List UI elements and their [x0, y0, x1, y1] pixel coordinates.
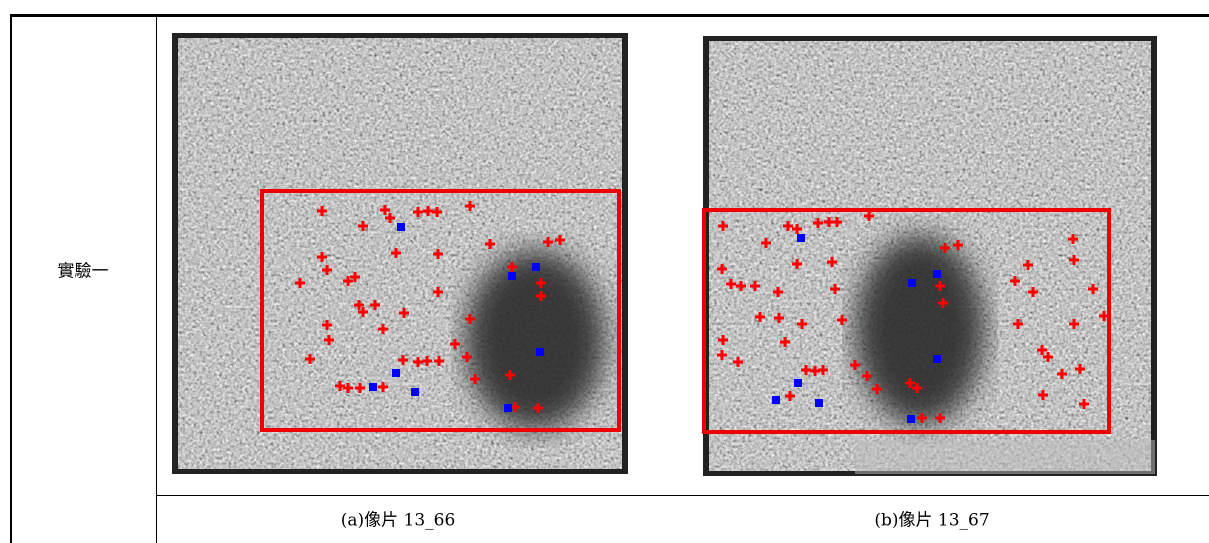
- blue-marker: [504, 404, 512, 412]
- blue-marker: [908, 279, 916, 287]
- blue-marker: [772, 396, 780, 404]
- row-header: 實驗一: [58, 262, 109, 282]
- blue-marker: [392, 369, 400, 377]
- caption: (a)像片 13_66: [341, 511, 456, 531]
- blue-marker: [536, 348, 544, 356]
- table-left-border: [10, 14, 12, 543]
- blue-marker: [369, 383, 377, 391]
- column-divider: [156, 14, 157, 543]
- blue-marker: [797, 234, 805, 242]
- aerial-image: [703, 36, 1157, 476]
- blue-marker: [411, 388, 419, 396]
- page: 實驗一 (a)像片 13_66 (b)像片 13_67: [0, 0, 1209, 543]
- caption: (b)像片 13_67: [874, 511, 989, 531]
- caption-row-divider: [156, 495, 1209, 496]
- blue-marker: [933, 270, 941, 278]
- aerial-image: [172, 33, 628, 474]
- blue-marker: [532, 263, 540, 271]
- blue-marker: [933, 355, 941, 363]
- blue-marker: [815, 399, 823, 407]
- table-top-border: [10, 14, 1209, 17]
- blue-marker: [397, 223, 405, 231]
- blue-marker: [907, 415, 915, 423]
- blue-marker: [794, 379, 802, 387]
- blue-marker: [508, 272, 516, 280]
